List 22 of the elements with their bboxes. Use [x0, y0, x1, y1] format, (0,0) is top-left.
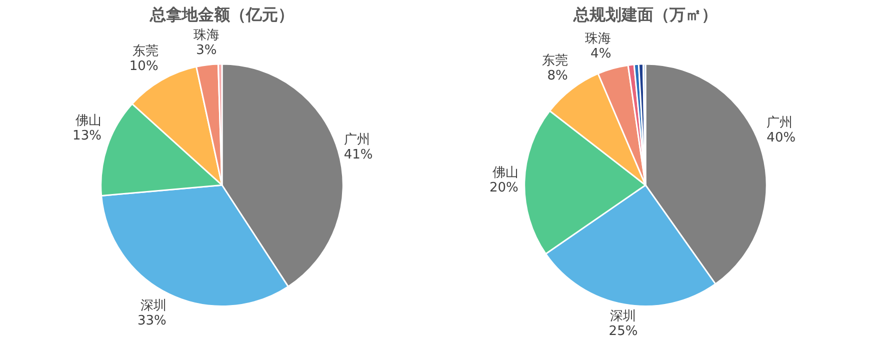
data-label: 10% — [129, 58, 158, 74]
data-label: 8% — [547, 68, 568, 84]
slice-label: 广州 — [344, 132, 370, 148]
data-label: 25% — [608, 324, 638, 340]
chart-title: 总拿地金额（亿元） — [149, 4, 294, 24]
data-label: 41% — [344, 148, 373, 163]
slice-label: 东莞 — [132, 44, 158, 59]
slice-label: 深圳 — [610, 309, 636, 324]
slice-label: 东莞 — [542, 53, 568, 68]
slice-label: 佛山 — [75, 114, 102, 129]
slice-label: 广州 — [766, 115, 793, 130]
data-label: 20% — [489, 180, 518, 196]
data-label: 33% — [138, 313, 166, 328]
data-label: 40% — [766, 130, 796, 146]
chart-title: 总规划建面（万㎡） — [572, 4, 718, 24]
slice-label: 深圳 — [140, 298, 166, 314]
data-label: 4% — [590, 46, 612, 62]
slice-label: 佛山 — [492, 165, 518, 180]
data-label: 3% — [196, 42, 217, 58]
slice-label: 珠海 — [193, 28, 220, 43]
slice-label: 珠海 — [585, 32, 612, 47]
data-label: 13% — [72, 128, 102, 144]
